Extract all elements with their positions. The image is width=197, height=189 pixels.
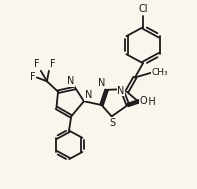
Text: N: N (98, 78, 106, 88)
Text: F: F (34, 59, 40, 69)
Text: F: F (30, 73, 36, 82)
Text: Cl: Cl (138, 4, 148, 13)
Text: F: F (50, 59, 56, 69)
Text: N: N (117, 86, 124, 96)
Text: S: S (109, 118, 115, 128)
Text: N: N (85, 90, 92, 100)
Text: O: O (140, 96, 148, 106)
Text: NH: NH (141, 97, 155, 107)
Text: N: N (67, 76, 75, 86)
Text: CH₃: CH₃ (151, 68, 168, 77)
